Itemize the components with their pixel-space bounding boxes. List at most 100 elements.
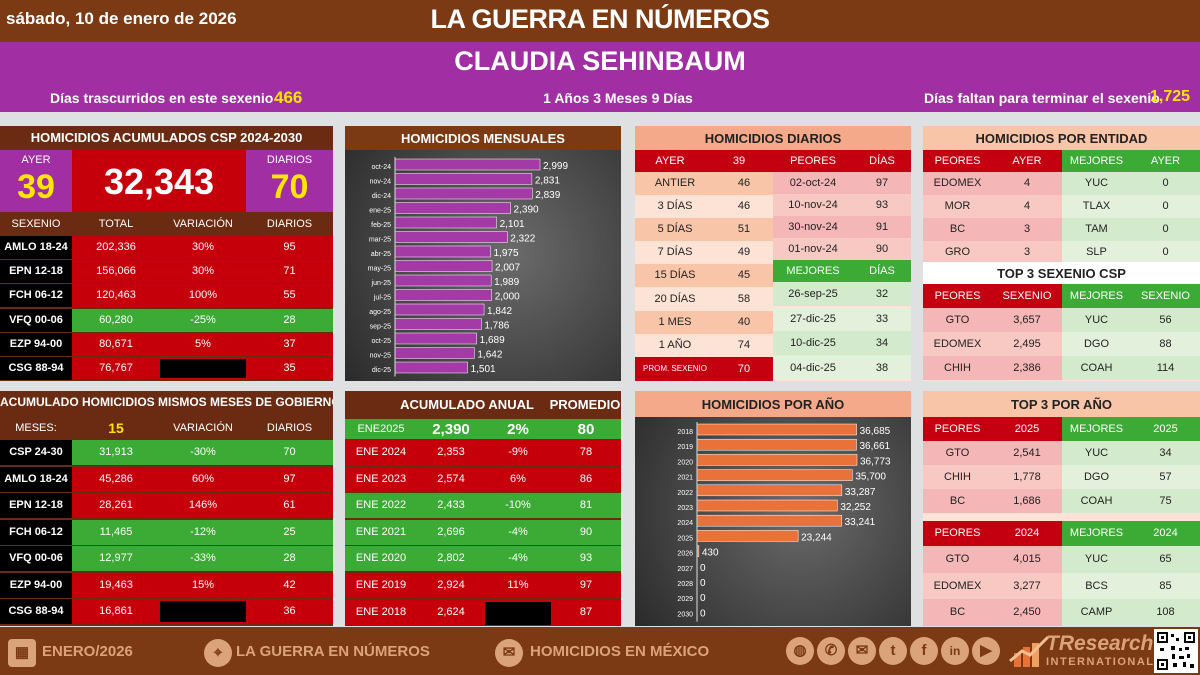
- sexenio-cell: FCH 06-12: [0, 519, 72, 545]
- tick-label: 2023: [677, 505, 693, 512]
- total-cell: 80,671: [99, 337, 133, 350]
- rank-row: EDOMEX 4 YUC 0: [923, 172, 1200, 195]
- rank-header: PEORES SEXENIO MEJORES SEXENIO: [923, 284, 1200, 308]
- linkedin-icon[interactable]: in: [941, 637, 969, 665]
- panel-mensuales: HOMICIDIOS MENSUALES oct-24 2,999 nov-24 2,…: [345, 126, 621, 381]
- label-cell: 1 MES: [658, 315, 692, 328]
- facebook-icon[interactable]: f: [910, 637, 938, 665]
- rank-row: CHIH 2,386 COAH 114: [923, 356, 1200, 380]
- youtube-icon[interactable]: ▶: [972, 637, 1000, 665]
- col-header: 2025: [1131, 417, 1200, 441]
- tick-label: 2020: [677, 459, 693, 466]
- brand-sub: INTERNATIONAL: [1046, 656, 1155, 668]
- variacion-cell: 11%: [507, 579, 529, 591]
- diarios-cell: 61: [283, 499, 296, 511]
- data-label: 1,786: [484, 321, 509, 332]
- phone-icon[interactable]: ✆: [817, 637, 845, 665]
- panel-mismos-meses: ACUMULADO HOMICIDIOS MISMOS MESES DE GOB…: [0, 391, 333, 626]
- data-label: 36,685: [860, 426, 891, 437]
- data-label: 2,000: [495, 292, 520, 303]
- label-cell: 15 DÍAS: [654, 269, 696, 282]
- tick-label: 2026: [677, 551, 693, 558]
- ayer-row: AYER 39: [635, 150, 773, 172]
- tick-label: 2021: [677, 475, 693, 482]
- panel-top3-ano: TOP 3 POR AÑO PEORES 2025 MEJORES 2025 GTO 2,…: [923, 391, 1200, 626]
- daily-row: 7 DÍAS 49: [635, 241, 773, 265]
- table-row: EZP 94-00 19,463 15% 42: [0, 572, 333, 598]
- tick-label: dic-25: [372, 367, 391, 374]
- table-row: CSG 88-94 16,861 36: [0, 599, 333, 624]
- data-label: 0: [700, 578, 706, 589]
- panel-diarios: HOMICIDIOS DIARIOS AYER 39 PEORES DÍAS A…: [635, 126, 911, 381]
- panel-title: HOMICIDIOS ACUMULADOS CSP 2024-2030: [30, 130, 303, 145]
- data-label: 0: [700, 608, 706, 619]
- col-header: PEORES: [923, 150, 992, 172]
- tick-label: oct-24: [372, 164, 392, 171]
- data-label: 1,842: [487, 306, 512, 317]
- diarios-cell: 71: [283, 265, 296, 278]
- sexenio-cell: FCH 06-12: [0, 284, 72, 308]
- qr-code-icon: [1154, 629, 1198, 673]
- table-row: VFQ 00-06 60,280 -25% 28: [0, 308, 333, 332]
- value-cell: 58: [737, 292, 751, 305]
- year-cell: ENE 2020: [355, 552, 407, 565]
- daily-row: 1 MES 40: [635, 310, 773, 334]
- peores-header: PEORES DÍAS: [773, 150, 911, 172]
- label-cell: 1 AÑO: [658, 338, 692, 351]
- footer-title: LA GUERRA EN NÚMEROS: [236, 643, 430, 660]
- twitter-icon[interactable]: t: [879, 637, 907, 665]
- bar: [394, 318, 482, 330]
- bar: [394, 260, 493, 272]
- globe-icon[interactable]: ◍: [786, 637, 814, 665]
- rank-cell: YUC: [1062, 441, 1131, 465]
- mejor-row: 26-sep-25 32: [773, 282, 911, 306]
- tick-label: abr-25: [371, 251, 391, 258]
- rank-row: CHIH 1,778 DGO 57: [923, 465, 1200, 489]
- rank-cell: 0: [1131, 218, 1200, 241]
- data-label: 36,773: [860, 456, 891, 467]
- col-header: DIARIOS: [266, 422, 313, 434]
- total-value: 32,343: [103, 161, 215, 202]
- calendar-icon: ▦: [8, 639, 36, 667]
- variacion-cell: 2%: [507, 421, 529, 438]
- variacion-cell: 60%: [191, 472, 215, 485]
- rank-cell: 56: [1131, 308, 1200, 332]
- total-box: 32,343: [72, 150, 246, 212]
- data-label: 32,252: [840, 502, 871, 513]
- monthly-chart: oct-24 2,999 nov-24 2,831 dic-24 2,839 ene-25 2…: [368, 157, 568, 377]
- rank-cell: CHIH: [923, 356, 992, 380]
- col-header: SEXENIO: [11, 218, 61, 230]
- data-label: 1,989: [494, 277, 519, 288]
- rank-cell: 114: [1131, 356, 1200, 380]
- rank-cell: YUC: [1062, 546, 1131, 573]
- variacion-cell: -10%: [505, 499, 531, 512]
- mejor-row: 10-dic-25 34: [773, 331, 911, 356]
- date-cell: 30-nov-24: [788, 221, 838, 233]
- promedio-cell: 78: [579, 446, 593, 458]
- variacion-cell: [485, 601, 551, 625]
- tick-label: jun-25: [371, 280, 392, 287]
- bar: [394, 274, 492, 287]
- rank-cell: YUC: [1062, 308, 1131, 332]
- sexenio-cell: EZP 94-00: [0, 572, 72, 598]
- data-label: 2,101: [500, 219, 525, 230]
- total-cell: 19,463: [99, 578, 133, 591]
- table-row: AMLO 18-24 202,336 30% 95: [0, 236, 333, 259]
- panel-acumulados: HOMICIDIOS ACUMULADOS CSP 2024-2030 AYER…: [0, 126, 333, 381]
- ayer-value: 39: [732, 155, 746, 167]
- tick-label: nov-25: [370, 353, 392, 360]
- label-cell: ANTIER: [654, 177, 696, 189]
- col-header: DÍAS: [869, 265, 895, 277]
- tick-label: ene-25: [369, 208, 391, 215]
- total-cell: 156,066: [96, 265, 136, 278]
- table-header: SEXENIO TOTAL VARIACIÓN DIARIOS: [0, 214, 333, 234]
- variacion-cell: [160, 601, 246, 622]
- total-cell: 31,913: [99, 446, 133, 458]
- rank-cell: GTO: [923, 546, 992, 573]
- email-icon[interactable]: ✉: [848, 637, 876, 665]
- panel-acumulado-anual: ACUMULADO ANUAL PROMEDIO ENE2025 2,390 2% 8…: [345, 391, 621, 626]
- days-elapsed-value: 466: [274, 88, 303, 107]
- rank-row: GRO 3 SLP 0: [923, 241, 1200, 264]
- diarios-label: DIARIOS: [266, 154, 313, 166]
- year-cell: ENE 2024: [355, 446, 407, 458]
